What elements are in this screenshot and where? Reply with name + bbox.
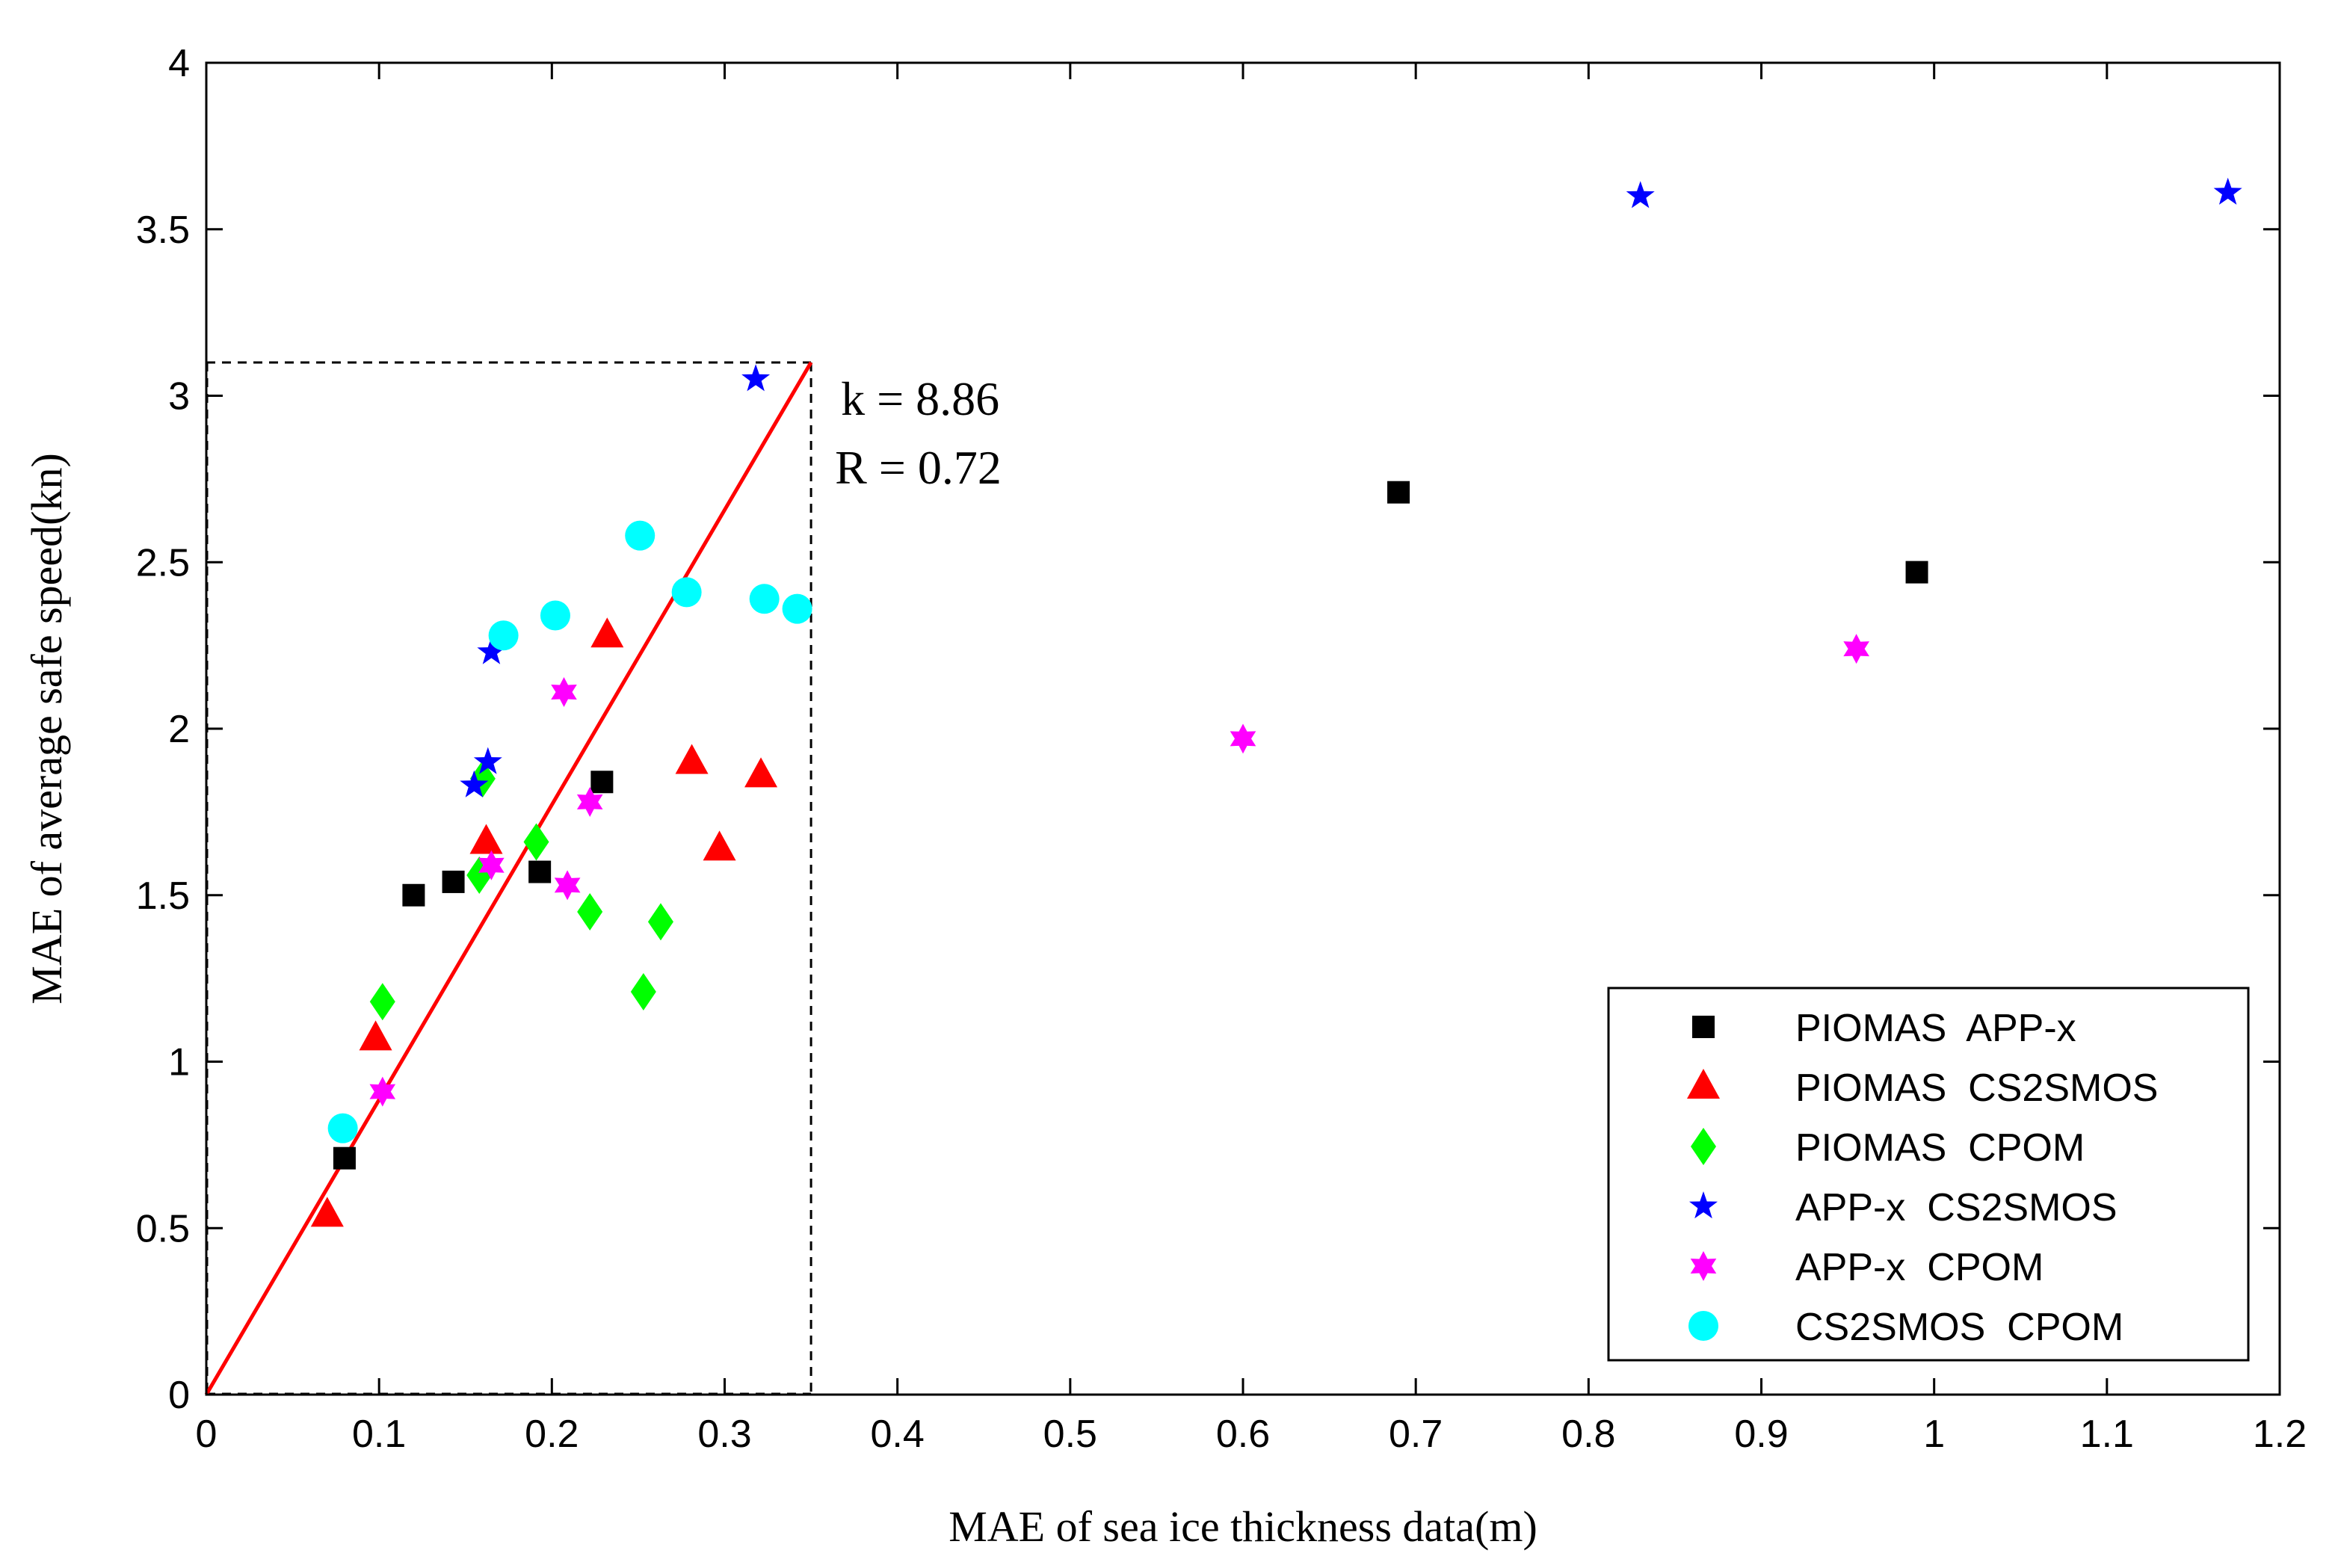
legend: PIOMAS APP-x PIOMAS CS2SMOS PIOMAS CPOM APP… (1607, 987, 2250, 1362)
legend-marker-star5 (1689, 1191, 1718, 1219)
data-point-circle (782, 593, 812, 624)
data-point-star5 (477, 637, 506, 664)
legend-label: PIOMAS CPOM (1795, 1126, 2085, 1170)
legend-label: PIOMAS CS2SMOS (1795, 1067, 2158, 1110)
data-point-hexagram (369, 1076, 396, 1107)
data-point-square (1905, 561, 1928, 584)
y-tick-label: 3.5 (136, 209, 190, 252)
y-tick-label: 4 (168, 42, 190, 85)
x-tick-label: 0 (196, 1413, 218, 1456)
legend-label: CS2SMOS CPOM (1795, 1306, 2123, 1349)
legend-marker-circle (1688, 1311, 1718, 1341)
data-points (310, 177, 2242, 1227)
data-point-square (1387, 481, 1410, 504)
annotation-slope: k = 8.86 (841, 372, 999, 425)
y-tick-label: 3 (168, 375, 190, 419)
x-tick-label: 0.2 (525, 1413, 579, 1456)
y-axis-ticks: 0 0.5 1 1.5 2 2.5 3 3.5 4 (136, 42, 2280, 1417)
y-tick-label: 1 (168, 1041, 190, 1084)
data-point-square (333, 1146, 356, 1170)
x-tick-label: 0.9 (1734, 1413, 1788, 1456)
fit-line (204, 361, 813, 1396)
data-point-star5 (1626, 181, 1655, 209)
data-point-triangle (469, 824, 503, 854)
data-point-triangle (703, 830, 736, 861)
data-point-square (528, 860, 552, 883)
data-point-square (402, 883, 425, 907)
data-point-square (590, 771, 614, 794)
x-tick-label: 0.1 (352, 1413, 406, 1456)
data-point-star5 (2213, 177, 2242, 205)
legend-label: APP-x CS2SMOS (1795, 1186, 2118, 1229)
data-point-hexagram (554, 870, 581, 901)
legend-label: APP-x CPOM (1795, 1246, 2044, 1289)
x-axis-ticks: 0 0.1 0.2 0.3 0.4 0.5 0.6 0.7 0.8 0.9 1 1.1 1.2 (196, 63, 2307, 1456)
annotation-correlation: R = 0.72 (835, 441, 1002, 494)
x-axis-title: MAE of sea ice thickness data(m) (949, 1502, 1537, 1551)
y-tick-label: 2 (168, 708, 190, 751)
data-point-circle (540, 600, 570, 631)
data-point-triangle (359, 1020, 392, 1051)
y-tick-label: 0 (168, 1374, 190, 1417)
x-tick-label: 0.6 (1216, 1413, 1270, 1456)
x-tick-label: 0.7 (1389, 1413, 1443, 1456)
data-point-triangle (310, 1197, 344, 1227)
legend-marker-triangle (1687, 1069, 1720, 1099)
x-tick-label: 1 (1923, 1413, 1945, 1456)
data-point-circle (671, 577, 702, 608)
data-point-triangle (744, 757, 778, 788)
data-point-hexagram (1843, 634, 1869, 664)
regression-line (204, 361, 813, 1396)
y-tick-label: 2.5 (136, 541, 190, 584)
x-tick-label: 1.1 (2080, 1413, 2134, 1456)
data-point-diamond (577, 893, 603, 931)
data-point-circle (488, 620, 519, 651)
legend-marker-diamond (1691, 1128, 1716, 1165)
data-point-diamond (523, 823, 549, 861)
x-tick-label: 0.3 (697, 1413, 751, 1456)
data-point-star5 (473, 747, 502, 774)
data-point-star5 (460, 770, 489, 797)
x-tick-label: 0.4 (871, 1413, 925, 1456)
x-tick-label: 0.8 (1561, 1413, 1615, 1456)
data-point-diamond (630, 972, 656, 1010)
legend-label: PIOMAS APP-x (1795, 1007, 2076, 1050)
data-point-diamond (369, 983, 395, 1021)
data-point-hexagram (551, 677, 577, 707)
data-point-hexagram (478, 850, 505, 880)
data-point-triangle (590, 617, 624, 648)
legend-marker-hexagram (1690, 1251, 1717, 1281)
data-point-triangle (675, 744, 709, 774)
x-tick-label: 0.5 (1043, 1413, 1097, 1456)
y-tick-label: 1.5 (136, 874, 190, 918)
legend-box (1607, 987, 2250, 1362)
data-point-circle (625, 520, 656, 551)
y-axis-title: MAE of average safe speed(kn) (22, 453, 71, 1004)
x-tick-label: 1.2 (2253, 1413, 2307, 1456)
data-point-square (442, 870, 465, 893)
y-tick-label: 0.5 (136, 1207, 190, 1250)
legend-marker-square (1692, 1016, 1715, 1038)
data-point-circle (749, 584, 780, 614)
data-point-hexagram (1230, 723, 1256, 754)
data-point-star5 (741, 364, 771, 392)
data-point-hexagram (576, 787, 603, 817)
data-point-diamond (647, 903, 673, 941)
data-point-circle (327, 1113, 358, 1143)
